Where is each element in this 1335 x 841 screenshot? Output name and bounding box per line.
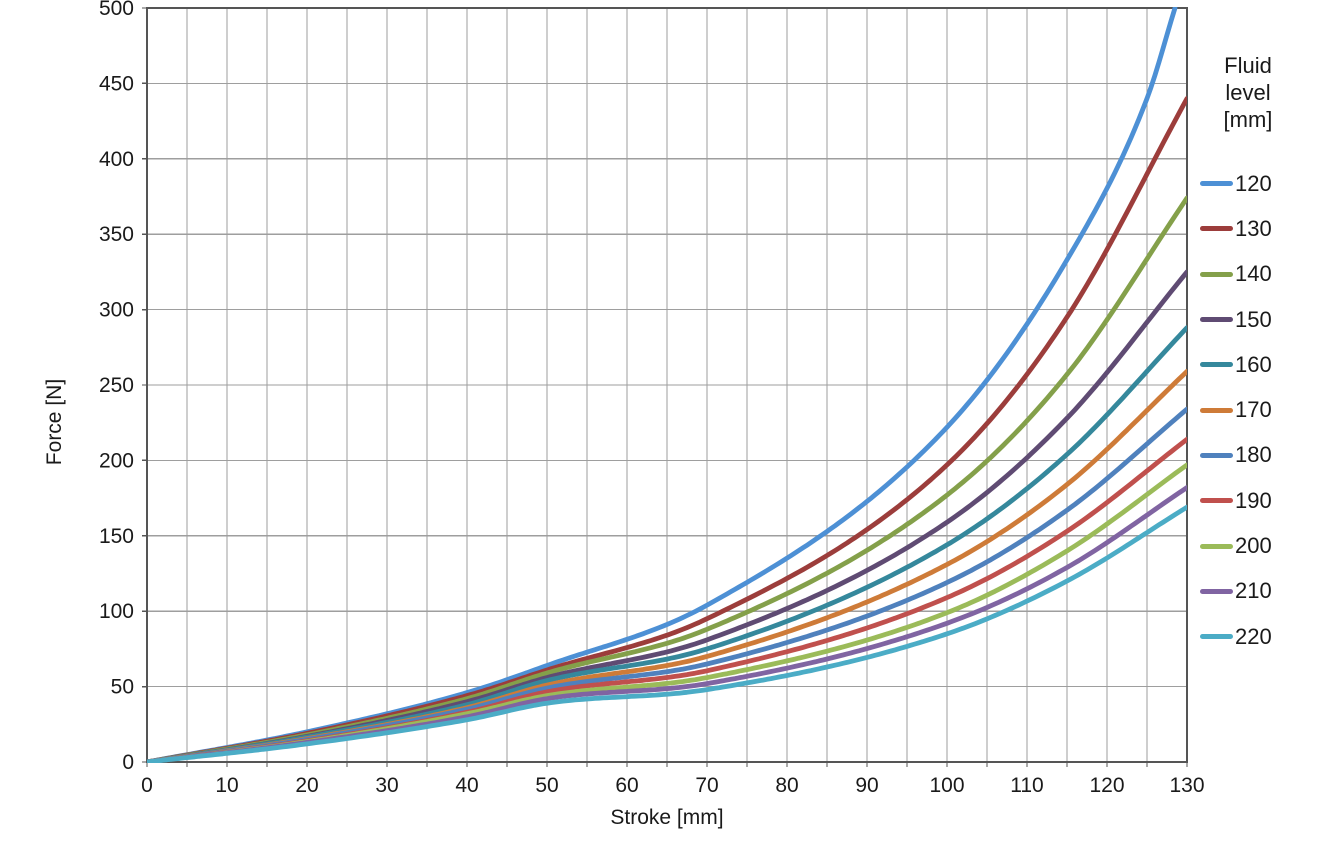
legend-item-180: 180	[1200, 433, 1330, 478]
legend-swatch	[1200, 543, 1233, 549]
legend-item-170: 170	[1200, 387, 1330, 432]
x-tick-label: 0	[141, 774, 153, 797]
legend-item-200: 200	[1200, 523, 1330, 568]
y-tick-label: 200	[99, 449, 134, 472]
x-tick-label: 20	[295, 774, 318, 797]
x-tick-label: 40	[455, 774, 478, 797]
y-tick-label: 50	[111, 676, 134, 699]
legend-label: 190	[1235, 487, 1272, 513]
legend-label: 150	[1235, 306, 1272, 332]
legend-title: Fluid level [mm]	[1200, 52, 1296, 133]
x-tick-label: 50	[535, 774, 558, 797]
x-tick-label: 60	[615, 774, 638, 797]
series-curve-220	[147, 504, 1187, 763]
legend-label: 180	[1235, 442, 1272, 468]
legend-swatch	[1200, 452, 1233, 458]
x-tick-label: 130	[1169, 774, 1204, 797]
legend-item-140: 140	[1200, 252, 1330, 297]
legend-item-150: 150	[1200, 297, 1330, 342]
y-tick-label: 100	[99, 600, 134, 623]
legend-label: 130	[1235, 215, 1272, 241]
legend-title-line: Fluid	[1224, 53, 1272, 78]
y-axis-title: Force [N]	[43, 378, 66, 466]
y-tick-label: 400	[99, 148, 134, 171]
legend-item-190: 190	[1200, 478, 1330, 523]
legend-swatch	[1200, 634, 1233, 640]
legend-item-120: 120	[1200, 161, 1330, 206]
y-tick-label: 0	[122, 751, 134, 774]
x-tick-label: 110	[1010, 774, 1043, 797]
x-tick-label: 120	[1089, 774, 1124, 797]
x-tick-label: 30	[375, 774, 398, 797]
legend-label: 140	[1235, 261, 1272, 287]
y-tick-label: 450	[99, 72, 134, 95]
legend-label: 160	[1235, 351, 1272, 377]
y-tick-label: 500	[99, 0, 134, 20]
legend-swatch	[1200, 362, 1233, 368]
legend-swatch	[1200, 317, 1233, 323]
legend-title-line: [mm]	[1223, 107, 1273, 132]
legend-label: 210	[1235, 578, 1272, 604]
legend-item-160: 160	[1200, 342, 1330, 387]
y-tick-label: 300	[99, 299, 134, 322]
legend-swatch	[1200, 588, 1233, 594]
legend-item-220: 220	[1200, 614, 1330, 659]
legend-swatch	[1200, 271, 1233, 277]
legend-label: 120	[1235, 170, 1272, 196]
x-axis-title: Stroke [mm]	[610, 806, 724, 829]
legend-swatch	[1200, 498, 1233, 504]
y-tick-label: 150	[99, 525, 134, 548]
x-tick-label: 100	[929, 774, 964, 797]
legend-label: 220	[1235, 623, 1272, 649]
legend: Fluid level [mm] 120 130 140 150 160 170 180 19…	[1200, 52, 1330, 659]
legend-item-130: 130	[1200, 206, 1330, 251]
y-tick-label: 250	[99, 374, 134, 397]
x-tick-label: 80	[775, 774, 798, 797]
legend-swatch	[1200, 181, 1233, 187]
x-tick-label: 90	[855, 774, 878, 797]
x-tick-label: 10	[215, 774, 238, 797]
legend-items: 120 130 140 150 160 170 180 190 200 210 220	[1200, 161, 1330, 659]
legend-label: 200	[1235, 533, 1272, 559]
x-tick-label: 70	[695, 774, 718, 797]
legend-swatch	[1200, 407, 1233, 413]
legend-item-210: 210	[1200, 569, 1330, 614]
legend-title-line: level	[1225, 80, 1271, 105]
legend-label: 170	[1235, 397, 1272, 423]
legend-swatch	[1200, 226, 1233, 232]
y-tick-label: 350	[99, 223, 134, 246]
